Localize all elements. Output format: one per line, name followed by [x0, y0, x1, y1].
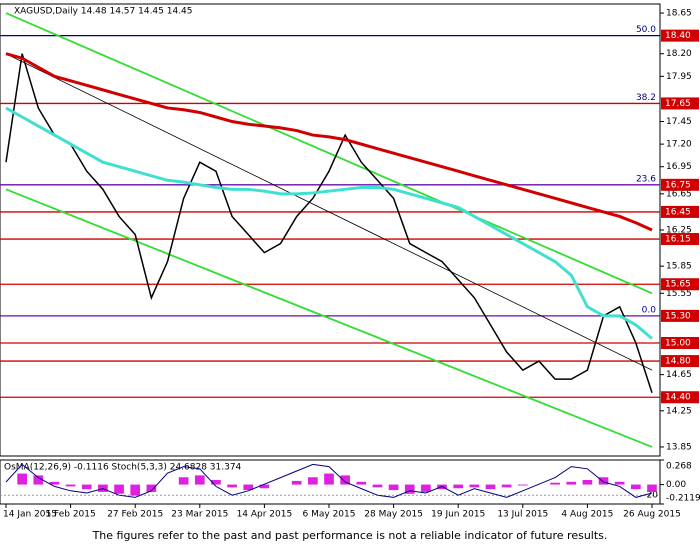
osma-bar	[501, 484, 512, 488]
trend-line	[5, 188, 653, 448]
level-box	[661, 391, 699, 404]
y-tick-label: -0.2119	[666, 494, 700, 504]
y-tick-label: 17.95	[666, 72, 692, 82]
osma-bar	[65, 484, 76, 487]
level-box	[661, 178, 699, 191]
fib-label: 50.0	[636, 25, 656, 35]
y-tick-label: 17.45	[666, 117, 692, 127]
osma-bar	[243, 484, 254, 491]
fib-label: 23.6	[636, 174, 656, 184]
y-tick-label: 18.65	[666, 9, 692, 19]
osma-bar	[598, 477, 609, 485]
osma-bar	[17, 473, 27, 485]
y-tick-label: 15.85	[666, 262, 692, 272]
fib-label: 0.0	[642, 305, 657, 315]
osma-bar	[614, 481, 625, 485]
y-tick-label: 16.25	[666, 226, 692, 236]
osma-bar	[566, 481, 577, 485]
price-panel	[0, 3, 661, 457]
y-tick-label: 14.25	[666, 406, 692, 416]
x-tick-label: 28 May 2015	[364, 510, 423, 520]
osma-bar	[178, 477, 189, 485]
osma-bar	[550, 482, 560, 485]
osma-bar	[227, 484, 237, 488]
level-label: 16.45	[665, 207, 691, 217]
osma-bar	[469, 484, 480, 488]
osma-bar	[340, 475, 350, 485]
y-tick-label: 17.20	[666, 140, 692, 150]
x-tick-label: 6 May 2015	[303, 510, 356, 520]
series-line	[5, 53, 653, 393]
trend-line	[5, 12, 653, 295]
level-box	[661, 337, 699, 349]
osma-bar	[130, 484, 141, 496]
x-tick-label: 14 Jan 2015	[3, 510, 57, 520]
x-tick-label: 27 Feb 2015	[107, 510, 163, 520]
level-label: 15.30	[665, 311, 691, 321]
osma-bar	[404, 484, 415, 494]
x-tick-label: 19 Jun 2015	[431, 510, 485, 520]
level-label: 14.80	[665, 357, 691, 367]
y2-tick-label: 20	[647, 491, 659, 501]
osma-bar	[582, 479, 593, 485]
chart-title: XAGUSD,Daily 14.48 14.57 14.45 14.45	[14, 7, 193, 17]
y-tick-label: 0.00	[666, 480, 686, 490]
fib-label: 38.2	[636, 93, 656, 103]
y-tick-label: 16.95	[666, 162, 692, 172]
osma-bar	[291, 480, 302, 485]
osma-bar	[356, 481, 367, 485]
series-line	[5, 52, 653, 232]
x-tick-label: 13 Jul 2015	[497, 510, 548, 520]
osma-bar	[453, 484, 464, 489]
x-tick-label: 26 Aug 2015	[623, 510, 681, 520]
osma-bar	[259, 484, 270, 489]
osma-bar	[114, 484, 124, 494]
x-tick-label: 4 Aug 2015	[561, 510, 613, 520]
level-box	[661, 205, 699, 218]
x-tick-label: 14 Apr 2015	[237, 510, 293, 520]
level-label: 14.40	[665, 393, 691, 403]
osma-bar	[324, 473, 334, 485]
y-tick-label: 15.55	[666, 289, 692, 299]
osma-bar	[49, 481, 60, 485]
level-label: 16.75	[665, 180, 691, 190]
level-box	[661, 355, 699, 368]
osma-bar	[372, 484, 383, 488]
osma-bar	[146, 484, 157, 492]
level-box	[661, 233, 699, 246]
trend-line	[5, 53, 653, 371]
x-tick-label: 5 Feb 2015	[45, 510, 95, 520]
disclaimer: The figures refer to the past and past p…	[92, 529, 608, 542]
x-tick-label: 23 Mar 2015	[171, 510, 228, 520]
level-label: 15.00	[665, 339, 691, 349]
y-tick-label: 18.20	[666, 49, 692, 59]
osma-bar	[485, 484, 496, 490]
y-tick-label: 13.85	[666, 442, 692, 452]
osma-bar	[33, 475, 44, 485]
osma-bar	[631, 484, 641, 490]
y-tick-label: 0.268	[666, 462, 692, 472]
y-tick-label: 16.65	[666, 189, 692, 199]
series-line	[5, 106, 653, 340]
osma-bar	[517, 484, 528, 486]
level-label: 16.15	[665, 235, 691, 245]
osma-bar	[211, 479, 221, 485]
indicator-title: OsMA(12,26,9) -0.1116 Stoch(5,3,3) 24.68…	[4, 463, 242, 473]
level-label: 15.65	[665, 280, 691, 290]
level-box	[661, 278, 699, 291]
osma-bar	[388, 484, 399, 491]
level-box	[661, 97, 699, 110]
level-label: 17.65	[665, 99, 691, 109]
osma-bar	[647, 484, 657, 492]
osma-bar	[194, 475, 205, 485]
y-tick-label: 14.65	[666, 370, 692, 380]
stoch-line	[5, 463, 653, 498]
osma-bar	[421, 484, 431, 492]
osma-bar	[81, 484, 92, 490]
level-label: 18.40	[665, 31, 691, 41]
osma-bar	[308, 477, 318, 485]
level-box	[661, 309, 699, 322]
level-box	[661, 29, 699, 42]
